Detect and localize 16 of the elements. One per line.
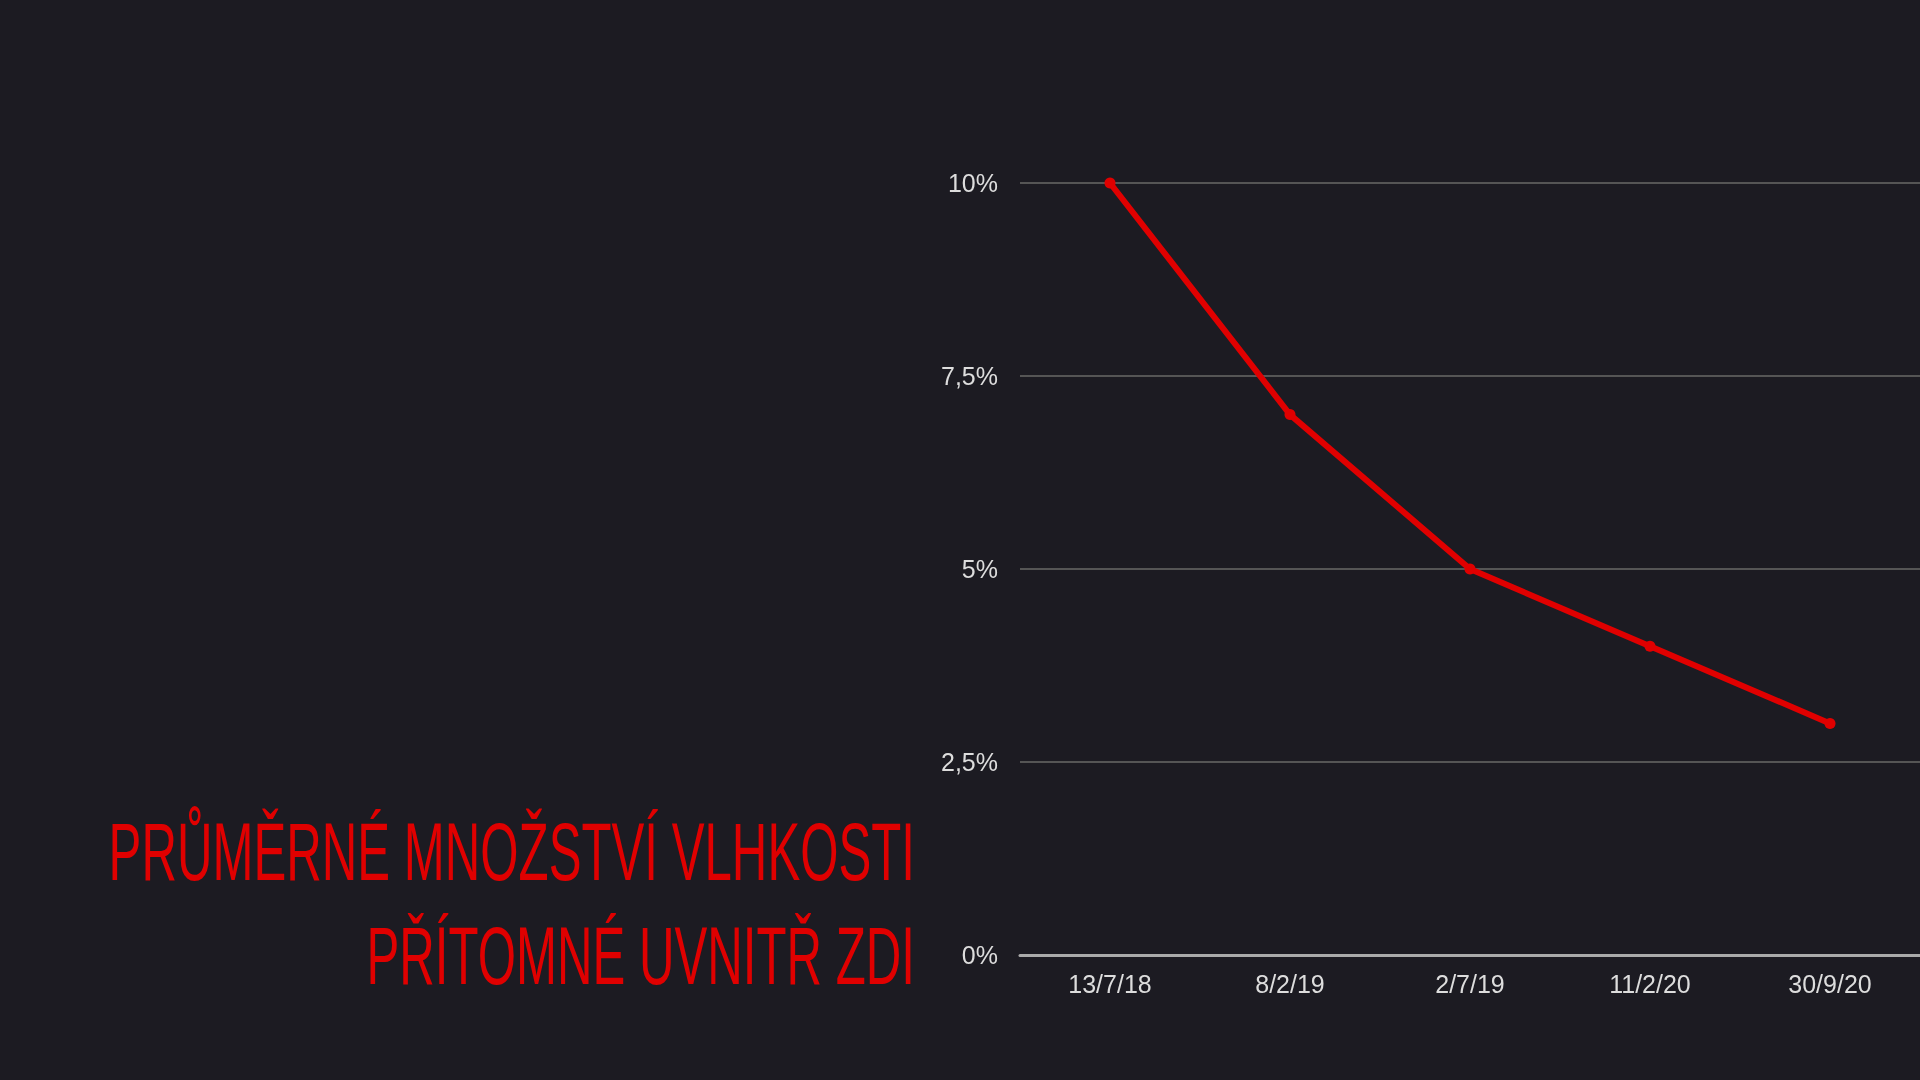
x-tick-label: 11/2/20 (1609, 969, 1691, 998)
point (1104, 177, 1116, 189)
point (1464, 563, 1476, 575)
y-tick-label: 5% (961, 555, 998, 583)
x-tick-label: 2/7/19 (1435, 969, 1505, 998)
x-tick-label: 13/7/18 (1068, 969, 1152, 998)
point (1284, 409, 1296, 421)
y-tick-label: 10% (947, 169, 998, 197)
y-tick-label: 0% (961, 941, 998, 969)
text: PRŮMĚRNÉ MNOŽSTVÍ VLHKOSTI PŘÍTOMNÉ UVNITŘ ZDI (107, 805, 915, 1003)
x-tick-label: 30/9/20 (1788, 969, 1872, 998)
point (1824, 717, 1836, 729)
point (1644, 640, 1656, 652)
x-tick-label: 8/2/19 (1255, 969, 1325, 998)
y-tick-label: 7,5% (941, 362, 998, 390)
y-tick-label: 2,5% (941, 748, 998, 776)
